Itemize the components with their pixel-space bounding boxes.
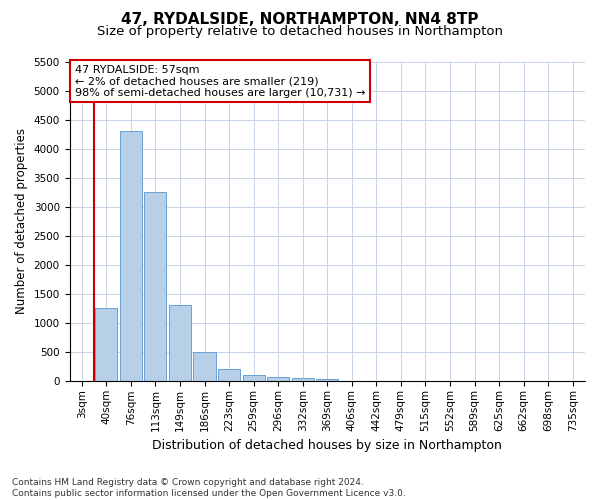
Bar <box>120 132 142 382</box>
Text: Size of property relative to detached houses in Northampton: Size of property relative to detached ho… <box>97 25 503 38</box>
Bar <box>95 308 118 382</box>
Bar <box>242 375 265 382</box>
Bar <box>316 379 338 382</box>
Bar <box>218 369 240 382</box>
Bar <box>193 352 215 382</box>
Bar <box>145 192 166 382</box>
Text: 47, RYDALSIDE, NORTHAMPTON, NN4 8TP: 47, RYDALSIDE, NORTHAMPTON, NN4 8TP <box>121 12 479 28</box>
Bar <box>267 377 289 382</box>
Text: 47 RYDALSIDE: 57sqm
← 2% of detached houses are smaller (219)
98% of semi-detach: 47 RYDALSIDE: 57sqm ← 2% of detached hou… <box>74 64 365 98</box>
Bar <box>292 378 314 382</box>
Bar <box>169 305 191 382</box>
Y-axis label: Number of detached properties: Number of detached properties <box>15 128 28 314</box>
Text: Contains HM Land Registry data © Crown copyright and database right 2024.
Contai: Contains HM Land Registry data © Crown c… <box>12 478 406 498</box>
X-axis label: Distribution of detached houses by size in Northampton: Distribution of detached houses by size … <box>152 440 502 452</box>
